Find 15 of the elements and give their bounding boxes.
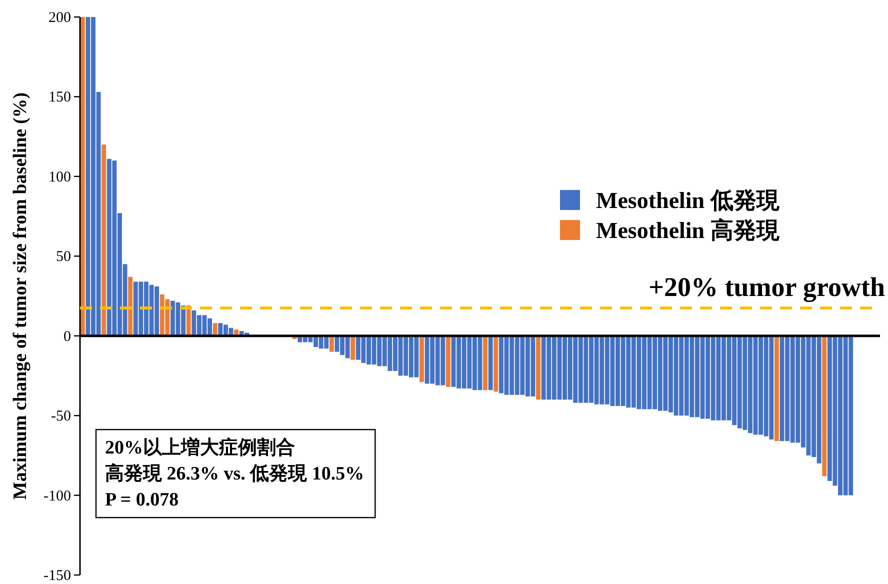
y-tick-label: -50	[51, 408, 71, 425]
y-tick-label: -150	[44, 568, 71, 584]
annotation: 高発現 26.3% vs. 低発現 10.5%	[105, 462, 364, 485]
y-tick-label: 50	[56, 249, 71, 266]
y-tick-label: 100	[48, 169, 71, 186]
legend-label: Mesothelin 低発現	[596, 188, 780, 213]
y-axis-title: Maximum change of tumor size from baseline (%)	[10, 92, 31, 500]
ref-line-label: +20% tumor growth	[648, 272, 885, 302]
legend-label: Mesothelin 高発現	[596, 216, 780, 243]
y-tick-label: 200	[48, 10, 71, 26]
annotation: 20%以上増大症例割合	[105, 436, 295, 459]
y-tick-label: 150	[48, 90, 71, 106]
y-tick-label: -100	[44, 488, 71, 504]
annotation: P = 0.078	[105, 490, 179, 511]
y-tick-label: 0	[64, 328, 71, 345]
